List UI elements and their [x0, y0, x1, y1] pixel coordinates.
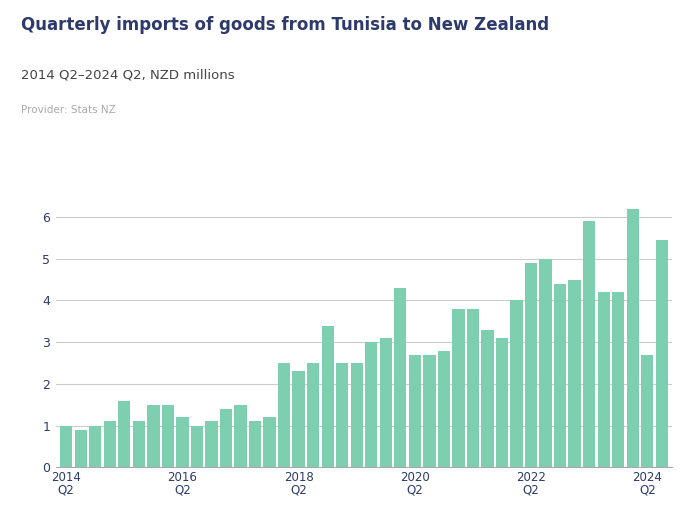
Bar — [540, 259, 552, 467]
Bar — [307, 363, 319, 467]
Bar — [583, 221, 596, 467]
Bar — [321, 326, 334, 467]
Bar — [89, 426, 102, 467]
Bar — [510, 300, 523, 467]
Bar — [438, 351, 450, 467]
Bar — [293, 371, 304, 467]
Bar — [104, 422, 116, 467]
Bar — [132, 422, 145, 467]
Bar — [336, 363, 349, 467]
Bar — [147, 405, 160, 467]
Text: figure.nz: figure.nz — [594, 31, 663, 45]
Bar — [612, 292, 624, 467]
Bar — [162, 405, 174, 467]
Bar — [452, 309, 465, 467]
Text: Quarterly imports of goods from Tunisia to New Zealand: Quarterly imports of goods from Tunisia … — [21, 16, 549, 34]
Bar — [656, 240, 668, 467]
Bar — [263, 417, 276, 467]
Bar — [394, 288, 407, 467]
Bar — [409, 355, 421, 467]
Bar — [190, 426, 203, 467]
Bar — [220, 409, 232, 467]
Bar — [249, 422, 261, 467]
Bar — [641, 355, 654, 467]
Bar — [496, 338, 508, 467]
Bar — [598, 292, 610, 467]
Bar — [568, 280, 581, 467]
Bar — [60, 426, 72, 467]
Bar — [118, 401, 130, 467]
Bar — [379, 338, 392, 467]
Bar — [626, 209, 639, 467]
Bar — [205, 422, 218, 467]
Bar — [234, 405, 246, 467]
Bar — [554, 284, 566, 467]
Bar — [424, 355, 435, 467]
Bar — [351, 363, 363, 467]
Bar — [176, 417, 188, 467]
Bar — [74, 430, 87, 467]
Bar — [365, 342, 377, 467]
Bar — [467, 309, 479, 467]
Text: Provider: Stats NZ: Provider: Stats NZ — [21, 105, 116, 115]
Text: 2014 Q2–2024 Q2, NZD millions: 2014 Q2–2024 Q2, NZD millions — [21, 68, 235, 81]
Bar — [482, 330, 494, 467]
Bar — [525, 263, 537, 467]
Bar — [278, 363, 290, 467]
